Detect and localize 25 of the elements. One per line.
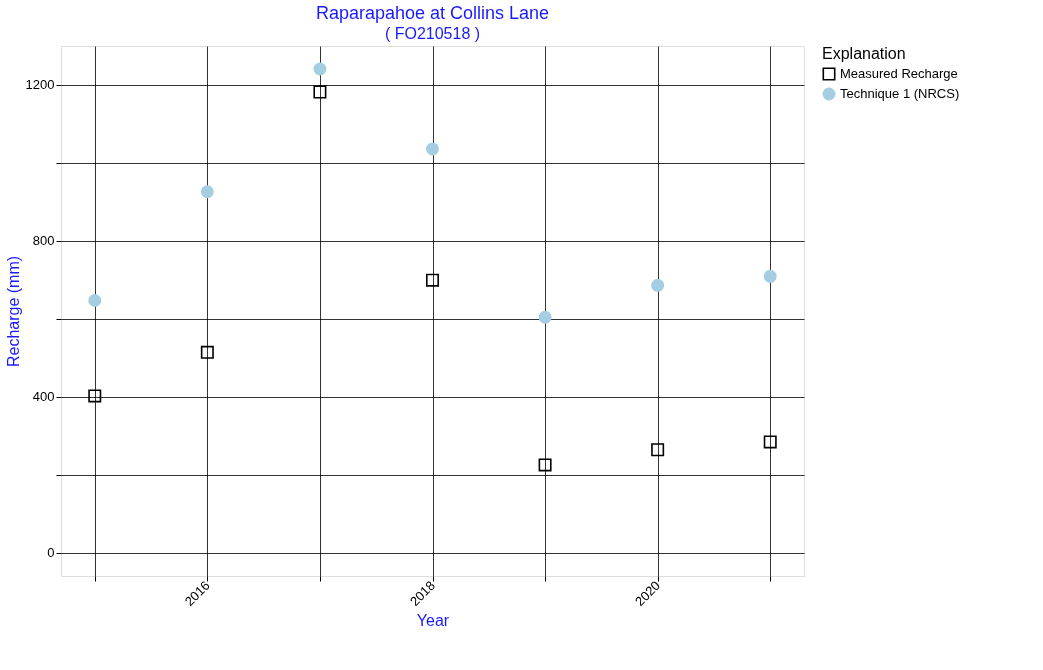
- y-tick-label: 400: [32, 389, 55, 405]
- point: [88, 293, 102, 307]
- chart-subtitle: ( FO210518 ): [384, 25, 481, 42]
- point: [313, 62, 327, 76]
- point: [426, 142, 439, 156]
- y-tick-label: 0: [47, 545, 55, 561]
- point: [538, 310, 552, 324]
- y-tick-label: 1200: [25, 77, 55, 93]
- x-axis-title: Year: [416, 611, 450, 629]
- point: [88, 389, 102, 403]
- chart-title: Raparapahoe at Collins Lane: [315, 3, 550, 23]
- point: [538, 458, 552, 472]
- y-tick-label: 800: [32, 233, 55, 249]
- legend-label: Technique 1 (NRCS): [840, 86, 960, 101]
- legend-title: Explanation: [822, 45, 906, 62]
- point: [200, 345, 214, 359]
- point: [763, 435, 777, 449]
- y-axis-title: Recharge (mm): [4, 255, 22, 368]
- point: [200, 185, 214, 199]
- point: [763, 269, 777, 283]
- point: [651, 278, 665, 292]
- point: [651, 443, 665, 457]
- point: [426, 273, 439, 287]
- point: [313, 85, 327, 99]
- legend-label: Measured Recharge: [840, 66, 958, 81]
